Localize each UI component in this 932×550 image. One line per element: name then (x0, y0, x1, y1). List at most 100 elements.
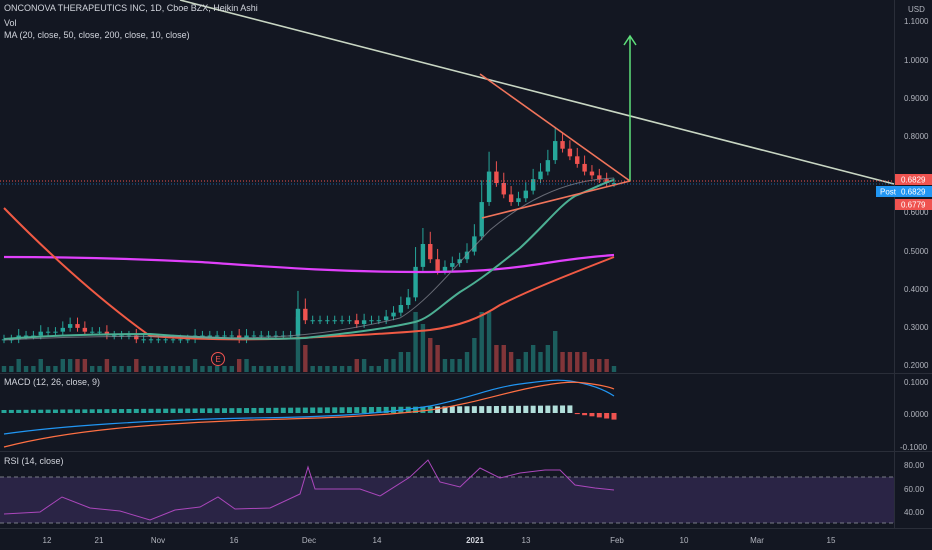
candle-body[interactable] (398, 305, 404, 313)
candle-body[interactable] (134, 335, 139, 340)
candle-body[interactable] (464, 251, 470, 260)
ma-legend[interactable]: MA (20, close, 50, close, 200, close, 10… (4, 30, 190, 40)
candle-body[interactable] (406, 297, 411, 305)
candle-body[interactable] (457, 259, 462, 264)
candle-body[interactable] (53, 331, 58, 333)
candle-body[interactable] (553, 141, 558, 161)
candle-body[interactable] (420, 244, 426, 267)
candle-body[interactable] (523, 190, 529, 199)
candle-body[interactable] (148, 339, 154, 341)
candle-body[interactable] (163, 339, 168, 341)
post-price-label: 0.6829 (901, 188, 926, 197)
macd-histogram-bar (1, 410, 7, 413)
downtrend-line[interactable] (179, 0, 895, 185)
candle-body[interactable] (383, 316, 389, 321)
candle-body[interactable] (317, 320, 323, 322)
candle-body[interactable] (156, 339, 161, 341)
volume-bar (310, 366, 315, 372)
earnings-marker-icon[interactable] (211, 352, 225, 366)
candle-body[interactable] (582, 163, 587, 172)
candle-body[interactable] (60, 327, 65, 332)
candle-body[interactable] (332, 320, 337, 322)
candle-body[interactable] (472, 236, 477, 252)
candle-body[interactable] (428, 244, 433, 260)
rsi-axis[interactable]: 80.00 60.00 40.00 (904, 461, 925, 517)
candle-body[interactable] (442, 266, 448, 271)
candle-body[interactable] (597, 175, 602, 180)
time-tick: 16 (230, 536, 239, 545)
rsi-legend[interactable]: RSI (14, close) (4, 456, 64, 466)
candle-body[interactable] (435, 259, 440, 271)
candle-body[interactable] (494, 171, 499, 183)
macd-histogram-bar (471, 406, 477, 413)
candle-body[interactable] (97, 331, 102, 333)
main-pane[interactable] (0, 0, 894, 373)
price-axis[interactable]: USD 1.1000 1.0000 0.9000 0.8000 0.6000 0… (876, 5, 932, 370)
candle-body[interactable] (185, 339, 190, 341)
candle-body[interactable] (89, 331, 95, 333)
candle-body[interactable] (207, 335, 212, 337)
candle-body[interactable] (236, 335, 242, 340)
candle-body[interactable] (23, 335, 29, 337)
candle-body[interactable] (259, 335, 264, 337)
candle-body[interactable] (413, 266, 418, 298)
candle-body[interactable] (178, 339, 183, 341)
candle-body[interactable] (516, 198, 521, 203)
candle-body[interactable] (266, 335, 271, 337)
candle-body[interactable] (391, 312, 396, 317)
candle-body[interactable] (575, 156, 580, 164)
candle-body[interactable] (560, 141, 565, 149)
macd-histogram-bar (332, 407, 338, 413)
candle-body[interactable] (501, 183, 506, 195)
triangle-upper-line[interactable] (479, 73, 631, 182)
candle-body[interactable] (310, 320, 315, 322)
candle-body[interactable] (450, 263, 455, 267)
volume-bar (442, 359, 448, 372)
volume-bar (398, 352, 404, 372)
candle-body[interactable] (567, 148, 573, 157)
price-tick: 0.2000 (904, 361, 929, 370)
time-axis[interactable]: 12 21 Nov 16 Dec 14 2021 13 Feb 10 Mar 1… (43, 536, 836, 545)
candle-body[interactable] (170, 339, 176, 341)
candle-body[interactable] (486, 171, 492, 203)
volume-bar (148, 366, 154, 372)
macd-histogram-bar (560, 405, 566, 413)
candle-body[interactable] (141, 339, 146, 341)
volume-bar (273, 366, 279, 372)
candle-body[interactable] (303, 308, 308, 321)
volume-bar (178, 366, 183, 372)
candle-body[interactable] (376, 320, 382, 322)
candle-body[interactable] (589, 171, 595, 176)
volume-legend[interactable]: Vol (4, 18, 17, 28)
candle-body[interactable] (479, 202, 484, 237)
candle-body[interactable] (508, 194, 514, 203)
candle-body[interactable] (354, 320, 359, 325)
candle-body[interactable] (295, 308, 301, 336)
triangle-lower-line[interactable] (481, 180, 631, 219)
candle-body[interactable] (214, 335, 220, 337)
candle-body[interactable] (75, 324, 80, 328)
candle-body[interactable] (251, 335, 257, 337)
candle-body[interactable] (339, 320, 345, 322)
candle-body[interactable] (538, 171, 543, 180)
candle-body[interactable] (82, 327, 88, 332)
candle-body[interactable] (229, 335, 235, 337)
candle-body[interactable] (222, 335, 227, 337)
candle-body[interactable] (38, 331, 43, 336)
macd-legend[interactable]: MACD (12, 26, close, 9) (4, 377, 101, 387)
candle-body[interactable] (273, 335, 279, 337)
candle-body[interactable] (611, 183, 617, 184)
candle-body[interactable] (347, 320, 352, 322)
candle-body[interactable] (530, 179, 536, 191)
candle-body[interactable] (545, 160, 551, 172)
candle-body[interactable] (361, 320, 367, 325)
earnings-marker-label: E (215, 355, 220, 364)
symbol-legend[interactable]: ONCONOVA THERAPEUTICS INC, 1D, Cboe BZX,… (4, 3, 258, 13)
candle-body[interactable] (200, 335, 205, 337)
candle-body[interactable] (45, 331, 51, 333)
macd-axis[interactable]: 0.1000 0.0000 -0.1000 (900, 378, 929, 452)
candle-body[interactable] (67, 324, 73, 328)
candle-body[interactable] (369, 320, 374, 322)
candle-body[interactable] (325, 320, 330, 322)
